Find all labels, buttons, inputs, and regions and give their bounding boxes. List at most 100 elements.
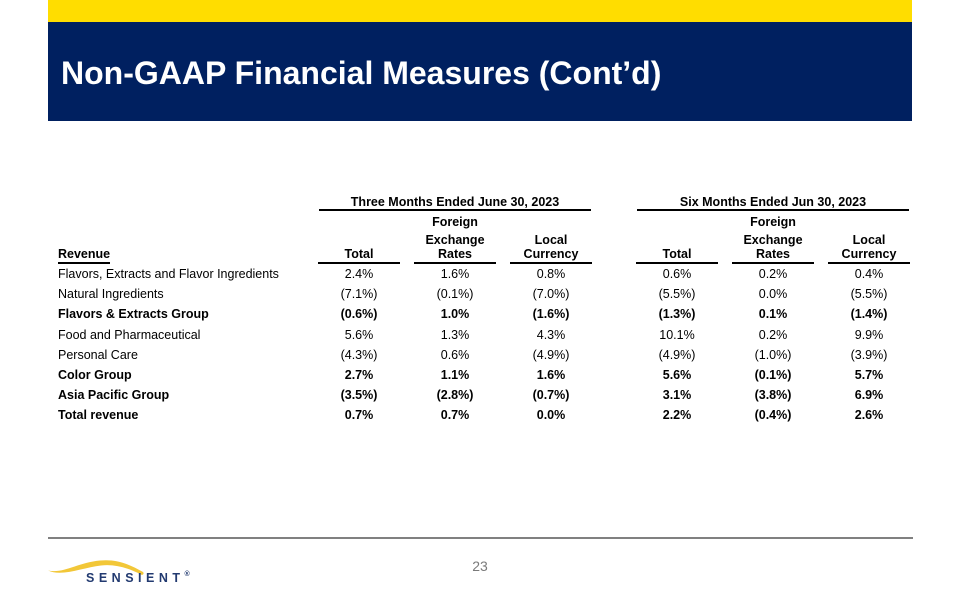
cell-3m-local: (1.6%) bbox=[532, 307, 570, 322]
cell-6m-total: 0.6% bbox=[662, 267, 692, 282]
exchange-rates-column-header: Exchange Rates bbox=[414, 233, 496, 264]
cell-6m-fx: 0.1% bbox=[758, 307, 788, 322]
revenue-row-header: Revenue bbox=[58, 247, 111, 264]
table-row: Color Group 2.7% 1.1% 1.6% 5.6% (0.1%) 5… bbox=[58, 365, 917, 385]
local-currency-header-cell-3m: Local Currency bbox=[503, 229, 599, 264]
cell-3m-fx: (2.8%) bbox=[436, 388, 474, 403]
cell-6m-total: 10.1% bbox=[659, 327, 695, 342]
local-line: Local bbox=[534, 233, 568, 247]
sensient-logo: SENSIENT® bbox=[48, 555, 208, 589]
currency-line: Currency bbox=[841, 247, 897, 261]
gap-cell bbox=[599, 365, 629, 385]
cell-6m-local: (5.5%) bbox=[850, 287, 888, 302]
table-row: Food and Pharmaceutical 5.6% 1.3% 4.3% 1… bbox=[58, 325, 917, 345]
group-header-row: Three Months Ended June 30, 2023 Six Mon… bbox=[58, 190, 917, 211]
cell-3m-local: (0.7%) bbox=[532, 388, 570, 403]
row-label: Natural Ingredients bbox=[58, 287, 164, 302]
cell-3m-total: (4.3%) bbox=[340, 347, 378, 362]
cell-3m-total: (3.5%) bbox=[340, 388, 378, 403]
sensient-wordmark: SENSIENT® bbox=[86, 571, 190, 585]
cell-6m-fx: (3.8%) bbox=[754, 388, 792, 403]
gap-cell bbox=[599, 190, 629, 211]
accent-bar bbox=[48, 0, 912, 22]
footer-divider bbox=[48, 537, 913, 539]
local-line: Local bbox=[852, 233, 886, 247]
cell-3m-local: (4.9%) bbox=[532, 347, 570, 362]
local-currency-column-header: Local Currency bbox=[510, 233, 592, 264]
table-row: Personal Care (4.3%) 0.6% (4.9%) (4.9%) … bbox=[58, 345, 917, 365]
cell-3m-total: 0.7% bbox=[344, 408, 374, 423]
cell-3m-total: (0.6%) bbox=[340, 307, 378, 322]
row-label: Flavors, Extracts and Flavor Ingredients bbox=[58, 267, 279, 282]
cell-6m-total: (1.3%) bbox=[658, 307, 696, 322]
row-label: Flavors & Extracts Group bbox=[58, 307, 209, 322]
spacer-cell bbox=[311, 211, 407, 229]
cell-6m-local: (3.9%) bbox=[850, 347, 888, 362]
row-label: Color Group bbox=[58, 368, 132, 383]
cell-6m-total: (5.5%) bbox=[658, 287, 696, 302]
brand-text: SENSIENT bbox=[86, 571, 185, 585]
spacer-cell bbox=[629, 211, 725, 229]
slide-title: Non-GAAP Financial Measures (Cont’d) bbox=[61, 55, 662, 91]
gap-cell bbox=[599, 211, 629, 229]
foreign-header-row: Foreign Foreign bbox=[58, 211, 917, 229]
cell-6m-local: 5.7% bbox=[854, 368, 884, 383]
row-label: Personal Care bbox=[58, 347, 138, 362]
gap-cell bbox=[599, 345, 629, 365]
foreign-label-six-months: Foreign bbox=[750, 215, 796, 229]
foreign-label-three-months: Foreign bbox=[432, 215, 478, 229]
sensient-swoosh-icon bbox=[48, 560, 144, 575]
group-header-three-months: Three Months Ended June 30, 2023 bbox=[319, 195, 591, 211]
currency-line: Currency bbox=[523, 247, 579, 261]
cell-6m-fx: 0.2% bbox=[758, 267, 788, 282]
exchange-rates-column-header: Exchange Rates bbox=[732, 233, 814, 264]
cell-3m-local: (7.0%) bbox=[532, 287, 570, 302]
fx-header-cell-6m: Exchange Rates bbox=[725, 229, 821, 264]
row-label: Asia Pacific Group bbox=[58, 388, 170, 403]
cell-3m-total: 2.4% bbox=[344, 267, 374, 282]
gap-cell bbox=[599, 325, 629, 345]
cell-6m-local: 0.4% bbox=[854, 267, 884, 282]
spacer-cell bbox=[58, 211, 311, 229]
rates-line: Rates bbox=[755, 247, 791, 261]
cell-6m-fx: (0.1%) bbox=[754, 368, 792, 383]
table-row: Flavors & Extracts Group (0.6%) 1.0% (1.… bbox=[58, 304, 917, 324]
cell-6m-local: 9.9% bbox=[854, 327, 884, 342]
rates-line: Rates bbox=[437, 247, 473, 261]
spacer-cell bbox=[503, 211, 599, 229]
row-label: Total revenue bbox=[58, 408, 139, 423]
cell-3m-local: 0.0% bbox=[536, 408, 566, 423]
cell-6m-fx: 0.0% bbox=[758, 287, 788, 302]
row-label: Food and Pharmaceutical bbox=[58, 327, 201, 342]
cell-6m-total: 2.2% bbox=[662, 408, 692, 423]
table-row: Asia Pacific Group (3.5%) (2.8%) (0.7%) … bbox=[58, 385, 917, 405]
financial-table: Three Months Ended June 30, 2023 Six Mon… bbox=[58, 190, 917, 426]
local-currency-column-header: Local Currency bbox=[828, 233, 910, 264]
cell-3m-fx: 1.3% bbox=[440, 327, 470, 342]
cell-3m-fx: 0.7% bbox=[440, 408, 470, 423]
cell-3m-fx: 1.1% bbox=[440, 368, 470, 383]
total-column-header: Total bbox=[636, 247, 718, 264]
cell-3m-fx: 0.6% bbox=[440, 347, 470, 362]
cell-6m-fx: (0.4%) bbox=[754, 408, 792, 423]
gap-cell bbox=[599, 264, 629, 284]
cell-3m-total: 2.7% bbox=[344, 368, 374, 383]
cell-3m-fx: 1.0% bbox=[440, 307, 470, 322]
cell-6m-local: 2.6% bbox=[854, 408, 884, 423]
cell-3m-total: 5.6% bbox=[344, 327, 374, 342]
cell-6m-local: 6.9% bbox=[854, 388, 884, 403]
column-header-row: Revenue Total Exchange Rates Local Curre… bbox=[58, 229, 917, 264]
financial-table-wrap: Three Months Ended June 30, 2023 Six Mon… bbox=[58, 190, 917, 426]
gap-cell bbox=[599, 284, 629, 304]
total-header-cell-3m: Total bbox=[311, 229, 407, 264]
revenue-header-cell: Revenue bbox=[58, 229, 311, 264]
gap-cell bbox=[599, 385, 629, 405]
registered-mark: ® bbox=[184, 571, 190, 578]
group-header-cell-six-months: Six Months Ended Jun 30, 2023 bbox=[629, 190, 917, 211]
cell-3m-fx: 1.6% bbox=[440, 267, 470, 282]
spacer-cell bbox=[821, 211, 917, 229]
gap-cell bbox=[599, 405, 629, 425]
group-header-cell-three-months: Three Months Ended June 30, 2023 bbox=[311, 190, 599, 211]
local-currency-header-cell-6m: Local Currency bbox=[821, 229, 917, 264]
